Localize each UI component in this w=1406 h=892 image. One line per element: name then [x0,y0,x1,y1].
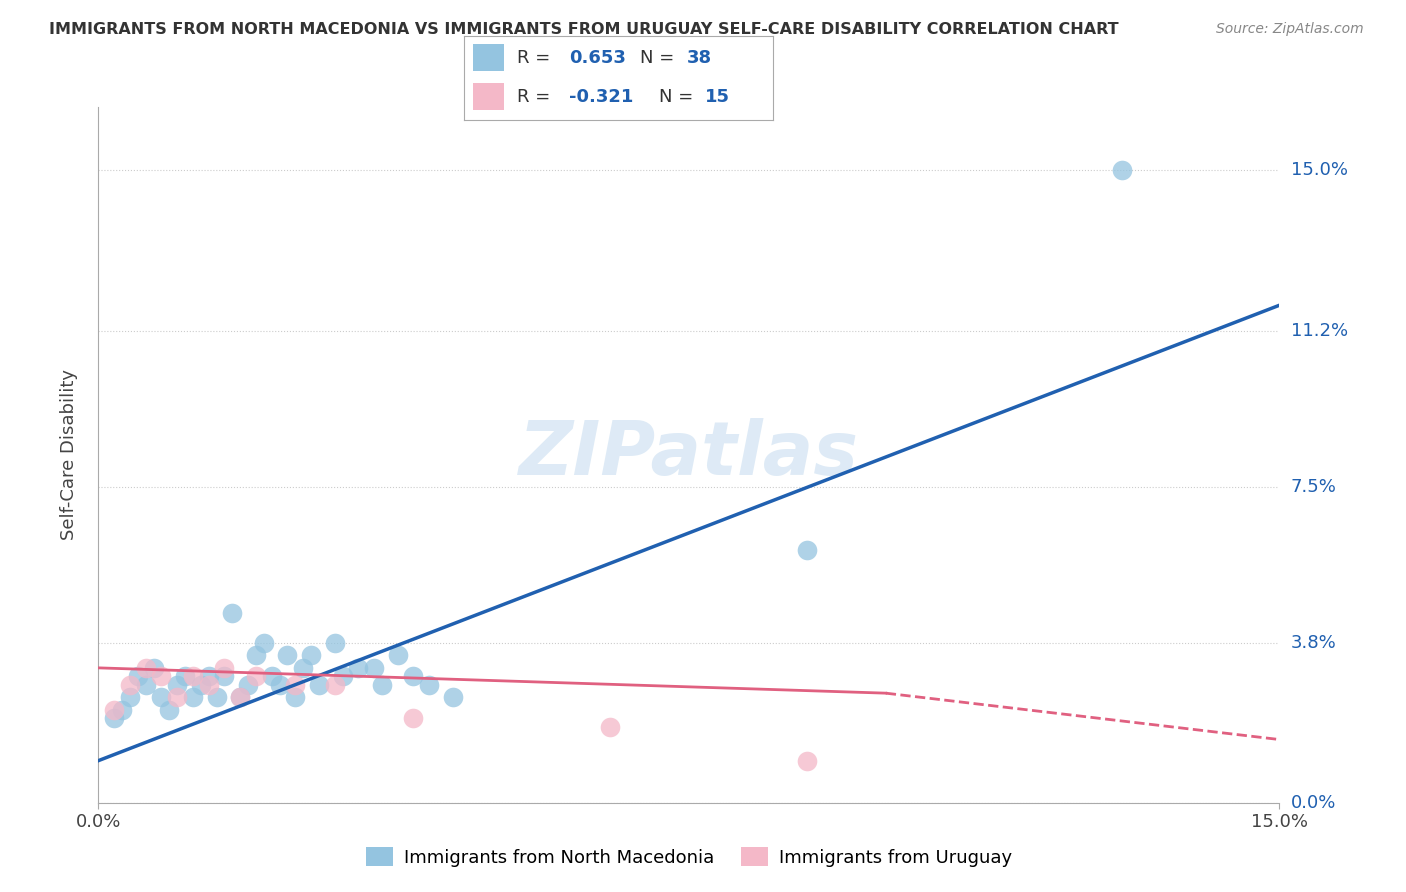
Text: -0.321: -0.321 [569,87,634,105]
Point [135,661,157,675]
Point [796,542,818,557]
Point [174,669,197,683]
Point [418,678,440,692]
Point [299,648,322,663]
Point [127,669,149,683]
Point [323,635,346,649]
Legend: Immigrants from North Macedonia, Immigrants from Uruguay: Immigrants from North Macedonia, Immigra… [359,840,1019,874]
Point [150,690,173,705]
Point [1111,163,1133,178]
Point [796,754,818,768]
Point [221,606,243,620]
Text: R =: R = [516,49,555,67]
Text: 15.0%: 15.0% [1291,161,1347,179]
FancyBboxPatch shape [474,83,505,111]
Point [197,678,219,692]
Point [229,690,252,705]
Point [205,690,228,705]
Point [181,690,204,705]
Text: IMMIGRANTS FROM NORTH MACEDONIA VS IMMIGRANTS FROM URUGUAY SELF-CARE DISABILITY : IMMIGRANTS FROM NORTH MACEDONIA VS IMMIG… [49,22,1119,37]
Point [103,711,125,725]
Text: 11.2%: 11.2% [1291,321,1348,340]
Point [166,690,188,705]
Point [135,678,157,692]
Point [190,678,212,692]
Y-axis label: Self-Care Disability: Self-Care Disability [59,369,77,541]
Point [387,648,409,663]
Point [284,678,307,692]
Text: 3.8%: 3.8% [1291,633,1336,651]
Point [214,661,236,675]
Point [323,678,346,692]
Point [245,648,267,663]
Point [150,669,173,683]
Point [142,661,165,675]
Point [181,669,204,683]
Text: 0.653: 0.653 [569,49,626,67]
Point [402,669,425,683]
Point [284,690,307,705]
Point [111,703,134,717]
Point [103,703,125,717]
Point [363,661,385,675]
Point [269,678,291,692]
Text: Source: ZipAtlas.com: Source: ZipAtlas.com [1216,22,1364,37]
FancyBboxPatch shape [474,45,505,71]
Text: R =: R = [516,87,555,105]
Point [118,678,141,692]
Point [332,669,354,683]
Text: 7.5%: 7.5% [1291,477,1337,496]
Text: ZIPatlas: ZIPatlas [519,418,859,491]
Point [236,678,259,692]
Point [308,678,330,692]
Point [245,669,267,683]
Point [441,690,464,705]
Point [292,661,315,675]
Text: 0.0%: 0.0% [1291,794,1336,812]
Point [599,720,621,734]
Text: 15: 15 [706,87,730,105]
Point [214,669,236,683]
Point [402,711,425,725]
Point [260,669,283,683]
Point [229,690,252,705]
Point [253,635,276,649]
Point [347,661,370,675]
Text: N =: N = [659,87,699,105]
Point [371,678,394,692]
Point [197,669,219,683]
Point [118,690,141,705]
Point [276,648,298,663]
Point [166,678,188,692]
Text: N =: N = [640,49,681,67]
Text: 38: 38 [686,49,711,67]
Point [157,703,180,717]
